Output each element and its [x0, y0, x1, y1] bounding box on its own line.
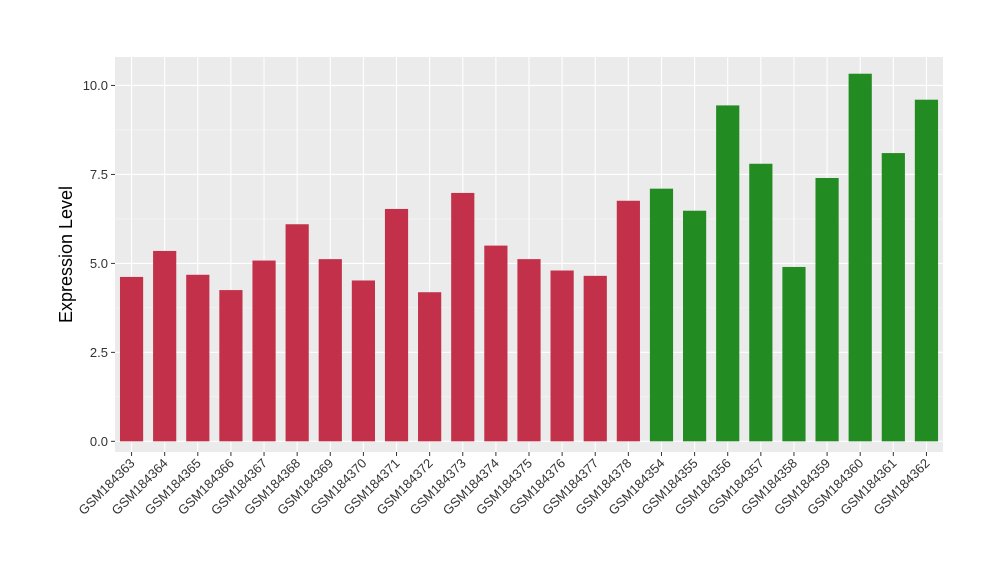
y-tick-label: 0.0 [90, 434, 108, 449]
bar-gsm184358 [782, 266, 806, 442]
bar-gsm184371 [384, 208, 409, 442]
bar-gsm184363 [119, 276, 144, 442]
bar-gsm184376 [550, 270, 574, 442]
bar-gsm184372 [418, 292, 442, 442]
y-tick-label: 5.0 [90, 256, 108, 271]
y-tick-label: 2.5 [90, 345, 108, 360]
bar-gsm184361 [881, 153, 905, 442]
bar-gsm184365 [186, 274, 210, 442]
bar-gsm184378 [616, 200, 640, 442]
bar-gsm184359 [815, 177, 839, 442]
y-axis-title: Expression Level [56, 186, 76, 323]
bar-gsm184377 [583, 275, 607, 442]
bar-gsm184369 [318, 259, 342, 442]
x-axis-ticks: GSM184363GSM184364GSM184365GSM184366GSM1… [75, 452, 933, 518]
y-axis-ticks: 0.0 2.5 5.0 7.5 10.0 [83, 78, 115, 449]
bar-gsm184375 [517, 259, 541, 442]
bar-gsm184362 [914, 99, 939, 442]
y-tick-label: 10.0 [83, 78, 108, 93]
bar-gsm184367 [252, 260, 276, 442]
bar-gsm184373 [451, 192, 475, 442]
bar-gsm184360 [848, 73, 872, 442]
bar-gsm184356 [716, 105, 740, 442]
bar-gsm184357 [749, 163, 773, 442]
bar-gsm184364 [153, 250, 177, 442]
bar-gsm184354 [649, 188, 674, 442]
bar-gsm184370 [351, 280, 375, 442]
bar-gsm184366 [219, 290, 243, 442]
bar-gsm184355 [683, 210, 707, 442]
bars [119, 73, 939, 442]
y-tick-label: 7.5 [90, 167, 108, 182]
bar-gsm184374 [484, 245, 508, 442]
bar-gsm184368 [285, 224, 309, 442]
